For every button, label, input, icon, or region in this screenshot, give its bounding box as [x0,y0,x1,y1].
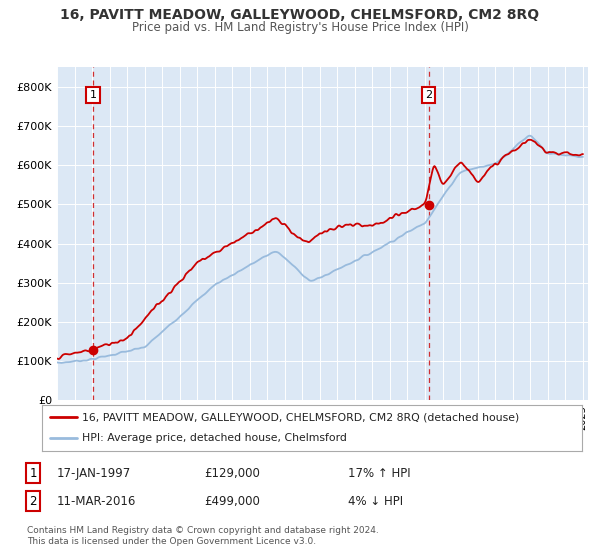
Text: £129,000: £129,000 [204,466,260,480]
Text: 1: 1 [89,90,97,100]
Text: £499,000: £499,000 [204,494,260,508]
Text: Contains HM Land Registry data © Crown copyright and database right 2024.
This d: Contains HM Land Registry data © Crown c… [27,526,379,546]
Text: 11-MAR-2016: 11-MAR-2016 [57,494,136,508]
Text: 4% ↓ HPI: 4% ↓ HPI [348,494,403,508]
Text: 2: 2 [29,494,37,508]
Text: 17% ↑ HPI: 17% ↑ HPI [348,466,410,480]
Text: 16, PAVITT MEADOW, GALLEYWOOD, CHELMSFORD, CM2 8RQ: 16, PAVITT MEADOW, GALLEYWOOD, CHELMSFOR… [61,8,539,22]
Text: Price paid vs. HM Land Registry's House Price Index (HPI): Price paid vs. HM Land Registry's House … [131,21,469,34]
Text: 1: 1 [29,466,37,480]
Text: 2: 2 [425,90,432,100]
Text: HPI: Average price, detached house, Chelmsford: HPI: Average price, detached house, Chel… [83,433,347,444]
Text: 16, PAVITT MEADOW, GALLEYWOOD, CHELMSFORD, CM2 8RQ (detached house): 16, PAVITT MEADOW, GALLEYWOOD, CHELMSFOR… [83,412,520,422]
Text: 17-JAN-1997: 17-JAN-1997 [57,466,131,480]
